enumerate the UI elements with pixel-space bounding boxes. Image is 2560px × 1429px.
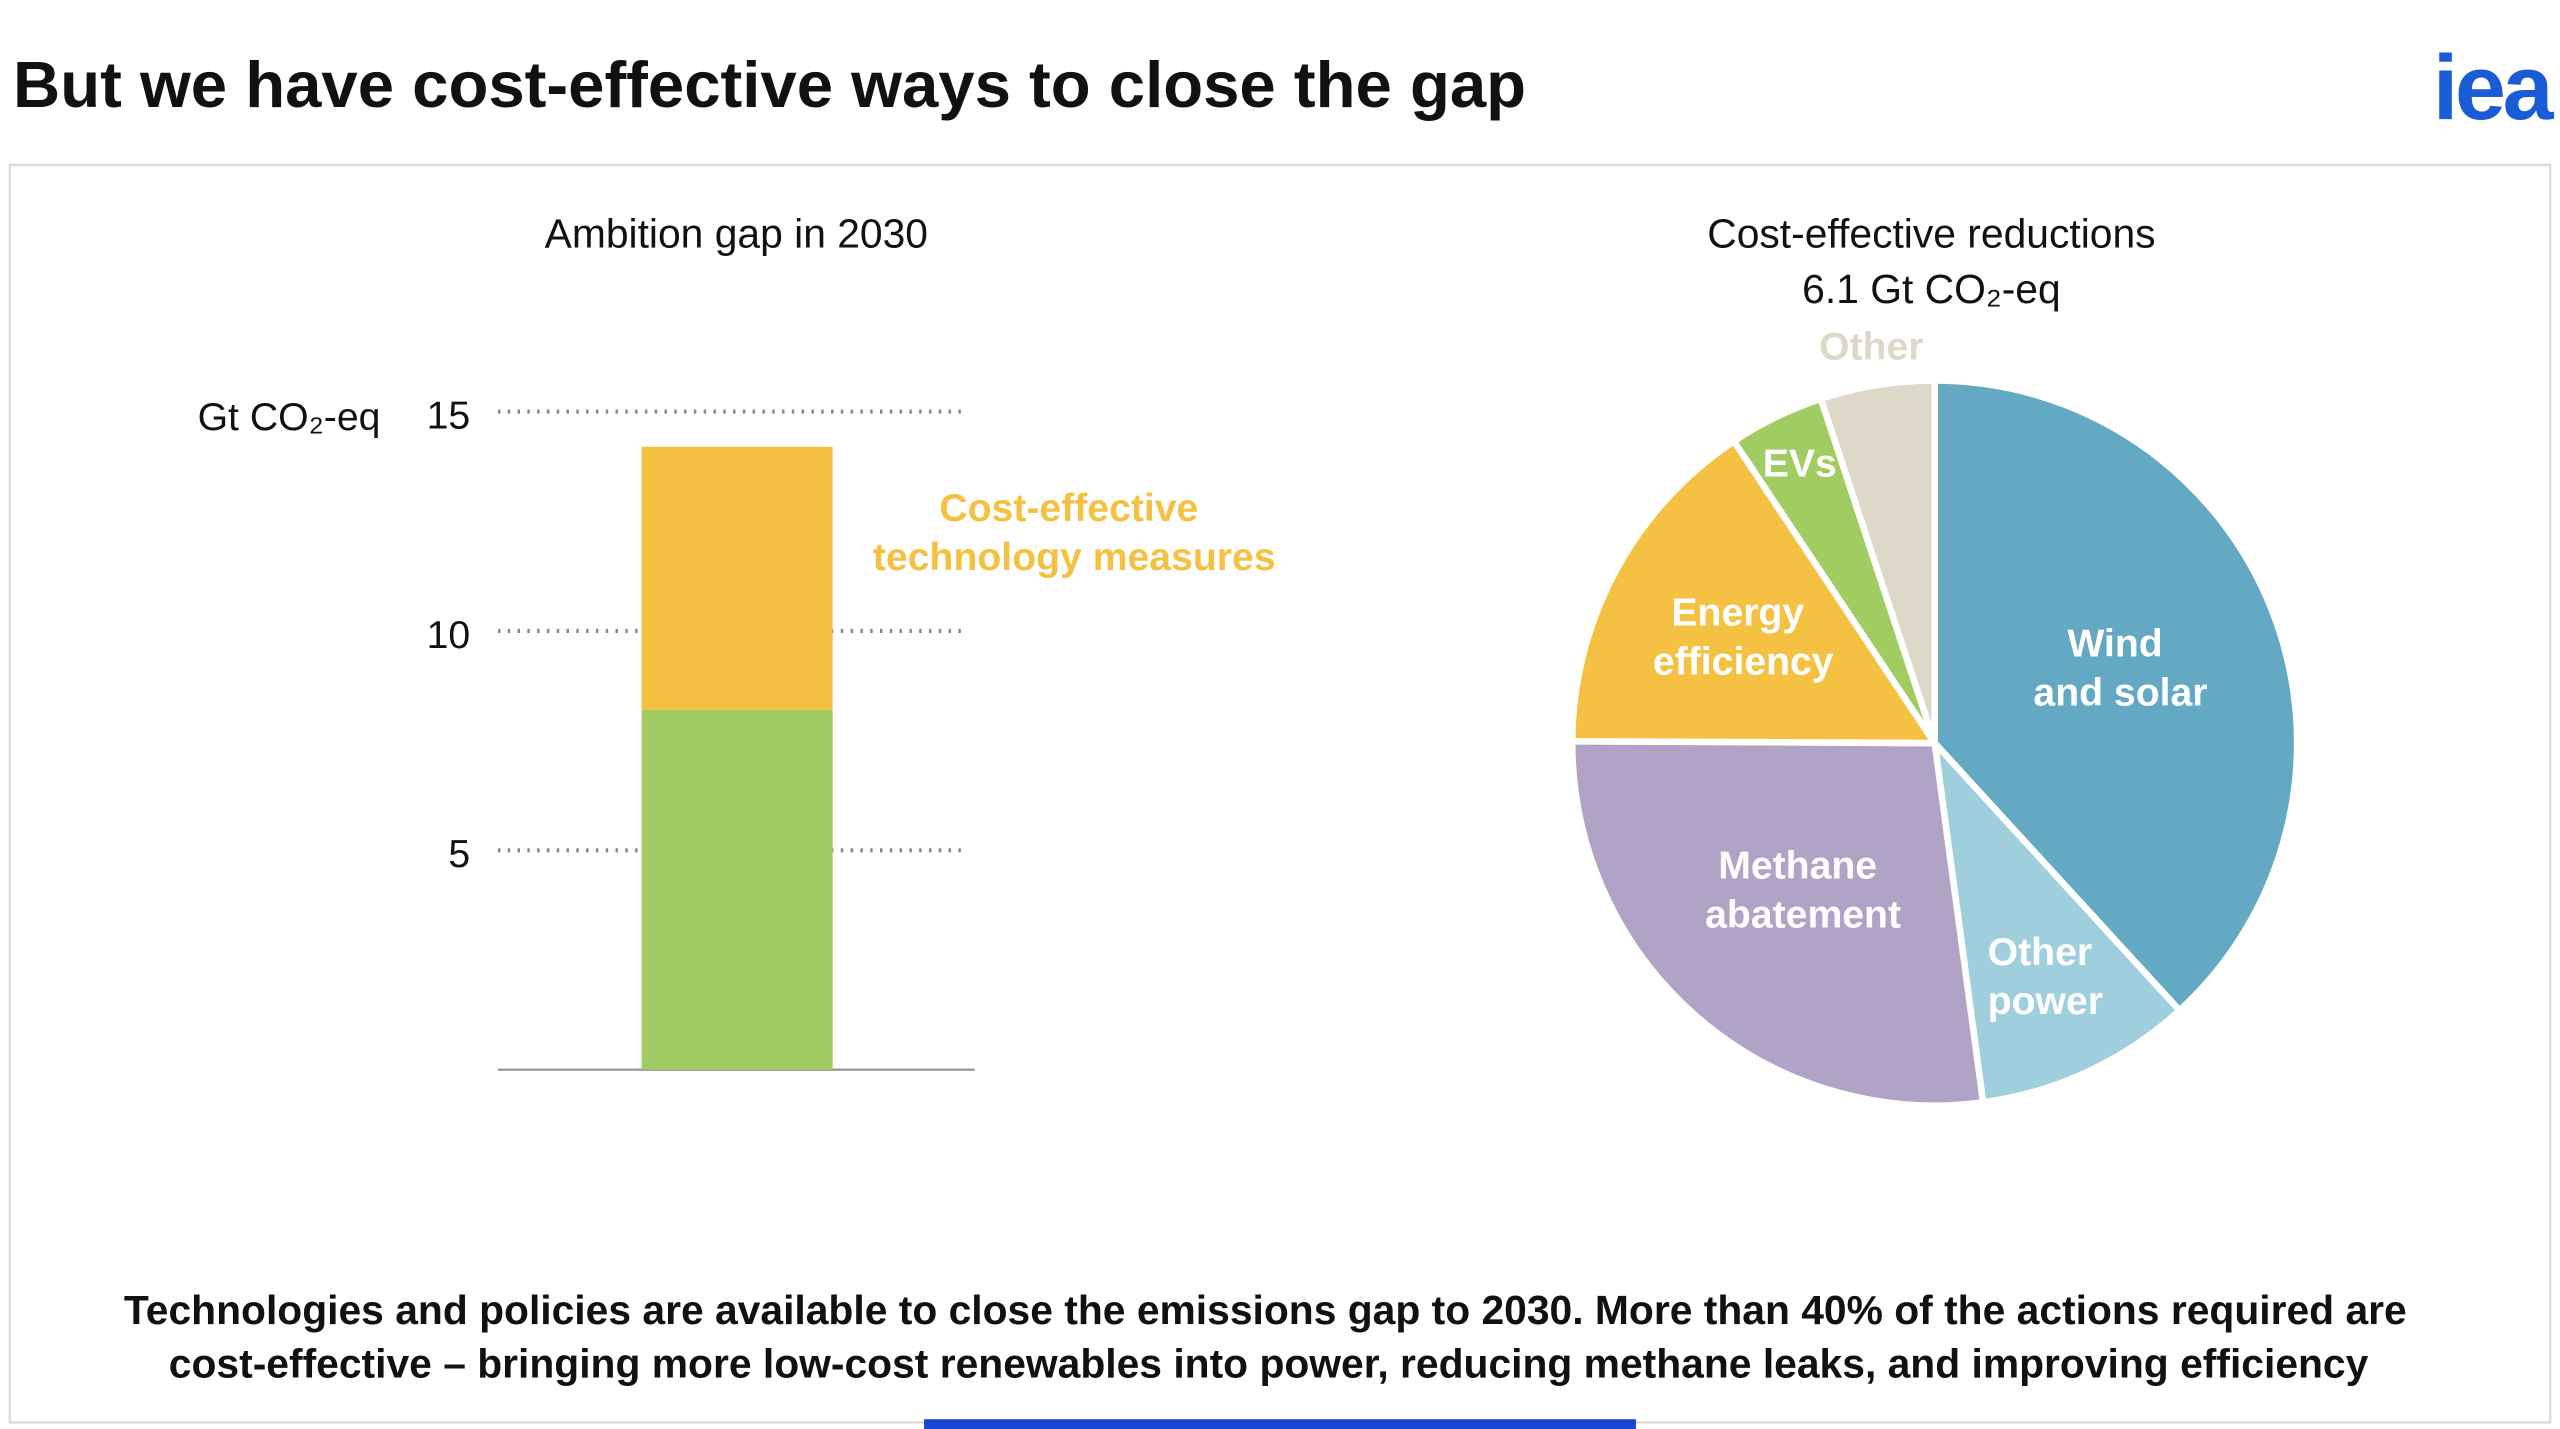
pie-slice: [1931, 377, 2301, 1014]
slice-label: Other power: [1988, 931, 2103, 1023]
pie-slice: [1568, 437, 1938, 747]
bar-segment: [641, 446, 833, 710]
y-tick-label: 10: [427, 614, 471, 657]
slide-title: But we have cost-effective ways to close…: [13, 48, 1526, 121]
pie-slice: [1931, 739, 2183, 1106]
slice-label: Wind and solar: [2033, 623, 2207, 715]
slice-label: Other: [1819, 326, 1923, 369]
slice-label: Methane abatement: [1705, 845, 1901, 937]
series-label: Cost-effective technology measures: [873, 488, 1276, 580]
y-tick-label: 5: [448, 833, 470, 876]
footer-line: cost-effective – bringing more low-cost …: [169, 1341, 2369, 1387]
logo: iea: [2433, 37, 2555, 139]
slice-label: Energy efficiency: [1653, 592, 1834, 684]
bar-segment: [641, 709, 833, 1070]
footer-line: Technologies and policies are available …: [124, 1287, 2407, 1333]
slice-label: EVs: [1763, 442, 1837, 485]
accent-bar: [924, 1419, 1636, 1429]
pie-title: Cost-effective reductions: [1707, 211, 2155, 257]
y-tick-label: 15: [427, 394, 471, 437]
pie-slice: [1568, 737, 1987, 1109]
pie-subtitle: 6.1 Gt CO₂-eq: [1802, 266, 2061, 312]
y-axis-label: Gt CO₂-eq: [198, 396, 381, 439]
pie-slice: [1817, 377, 1938, 747]
bar-title: Ambition gap in 2030: [545, 211, 928, 257]
